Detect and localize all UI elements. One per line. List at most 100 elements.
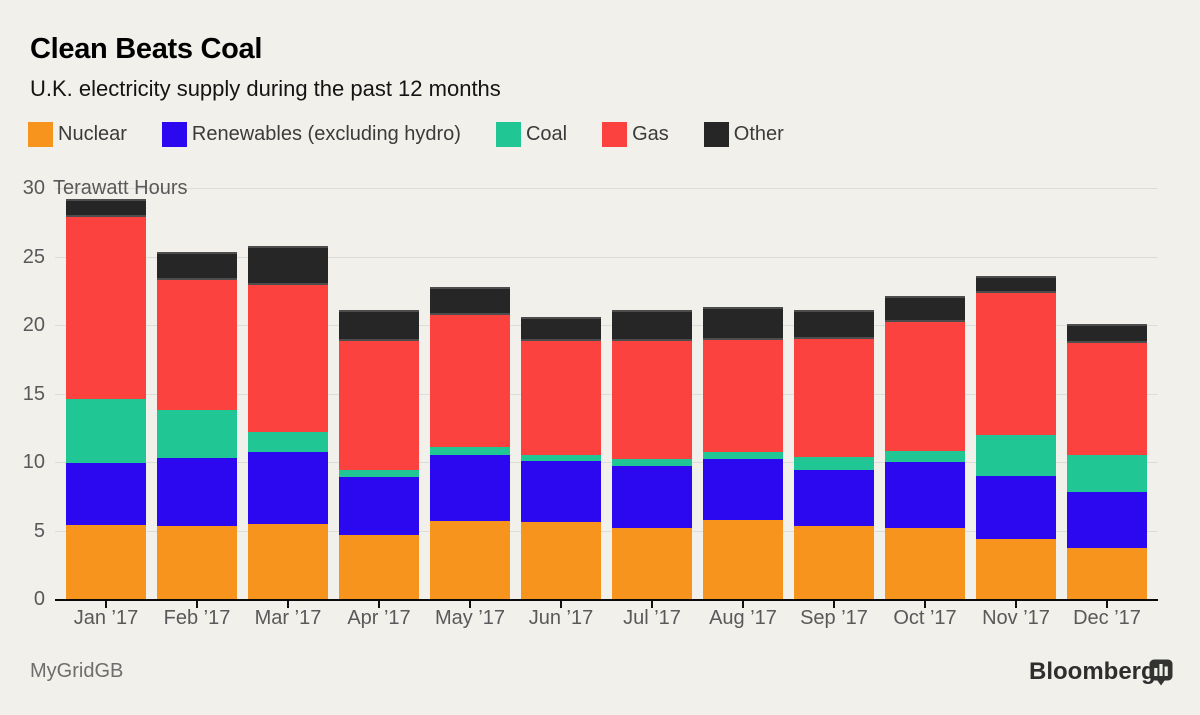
segment-renewables-excluding-hydro-5 (430, 455, 510, 521)
y-axis-label-15: 15 (22, 382, 45, 405)
x-axis-label-3: Mar ’17 (254, 607, 322, 629)
segment-renewables-excluding-hydro-3 (248, 452, 328, 524)
x-axis-line (55, 599, 1158, 601)
segment-renewables-excluding-hydro-11 (976, 475, 1056, 539)
segment-gas-4 (339, 341, 419, 471)
brand-wordmark: Bloomberg (1029, 658, 1156, 685)
segment-other-5 (430, 286, 510, 316)
x-axis-label-9: Sep ’17 (800, 607, 868, 629)
segment-renewables-excluding-hydro-1 (66, 463, 146, 525)
segment-nuclear-9 (794, 526, 874, 599)
legend-label-gas: Gas (632, 123, 669, 145)
x-axis-label-10: Oct ’17 (893, 607, 957, 629)
legend-label-nuclear: Nuclear (58, 123, 127, 145)
segment-nuclear-7 (612, 527, 692, 599)
segment-gas-2 (157, 279, 237, 410)
segment-other-7 (612, 309, 692, 342)
gridline-15 (55, 393, 1158, 395)
segment-nuclear-2 (157, 526, 237, 599)
bloomberg-chart-bubble-icon (1149, 659, 1173, 686)
legend-swatch-gas (602, 122, 628, 147)
legend-label-renewables-excluding-hydro: Renewables (excluding hydro) (191, 123, 461, 145)
segment-renewables-excluding-hydro-7 (612, 466, 692, 528)
legend-item-gas: Gas (602, 122, 669, 147)
legend-item-other: Other (703, 122, 784, 147)
segment-other-1 (66, 198, 146, 217)
segment-nuclear-5 (430, 520, 510, 599)
segment-nuclear-10 (885, 527, 965, 599)
segment-nuclear-3 (248, 523, 328, 599)
segment-renewables-excluding-hydro-12 (1067, 492, 1147, 549)
y-axis-label-5: 5 (33, 519, 45, 542)
segment-coal-11 (976, 434, 1056, 476)
x-axis-tick-4 (378, 601, 380, 608)
segment-gas-3 (248, 285, 328, 432)
y-axis-label-10: 10 (22, 451, 45, 473)
gridline-10 (55, 462, 1158, 463)
y-axis-label-30: 30 (22, 177, 45, 199)
segment-nuclear-8 (703, 519, 783, 599)
legend-item-renewables-excluding-hydro: Renewables (excluding hydro) (161, 122, 461, 147)
legend-item-nuclear: Nuclear (28, 122, 127, 147)
y-axis-label-0: 0 (33, 588, 45, 610)
legend-swatch-nuclear (28, 122, 53, 147)
segment-renewables-excluding-hydro-9 (794, 470, 874, 527)
segment-nuclear-12 (1067, 548, 1147, 599)
x-axis-label-6: Jun ’17 (528, 607, 594, 629)
segment-coal-9 (794, 456, 874, 471)
segment-coal-3 (248, 431, 328, 453)
x-axis-label-7: Jul ’17 (623, 607, 681, 629)
segment-nuclear-6 (521, 522, 601, 599)
segment-gas-10 (885, 322, 965, 452)
segment-coal-12 (1067, 455, 1147, 493)
x-axis-label-11: Nov ’17 (982, 607, 1050, 629)
x-axis-tick-5 (469, 601, 471, 608)
segment-other-10 (885, 296, 965, 323)
legend-swatch-coal (495, 122, 521, 147)
legend-label-coal: Coal (525, 123, 568, 145)
x-axis-tick-10 (924, 601, 926, 608)
segment-other-3 (248, 245, 328, 286)
x-axis-tick-7 (651, 601, 653, 608)
segment-gas-11 (976, 293, 1056, 435)
segment-gas-8 (703, 340, 783, 453)
x-axis-tick-12 (1106, 601, 1108, 608)
gridline-25 (55, 256, 1158, 258)
page-subtitle: U.K. electricity supply during the past … (30, 76, 501, 101)
gridline-20 (55, 325, 1158, 326)
segment-other-11 (976, 275, 1056, 294)
segment-nuclear-1 (66, 525, 146, 599)
segment-coal-10 (885, 451, 965, 462)
segment-coal-2 (157, 409, 237, 458)
x-axis-label-1: Jan ’17 (73, 607, 139, 629)
segment-nuclear-4 (339, 534, 419, 599)
segment-coal-7 (612, 459, 692, 467)
segment-gas-5 (430, 315, 510, 447)
segment-coal-5 (430, 446, 510, 456)
segment-gas-9 (794, 338, 874, 457)
segment-other-12 (1067, 323, 1147, 343)
gridline-5 (55, 530, 1158, 532)
segment-renewables-excluding-hydro-2 (157, 457, 237, 527)
segment-other-9 (794, 309, 874, 339)
segment-coal-8 (703, 452, 783, 460)
x-axis-tick-6 (560, 601, 562, 608)
x-axis-tick-11 (1015, 601, 1017, 608)
x-axis-label-5: May ’17 (434, 607, 506, 629)
segment-renewables-excluding-hydro-10 (885, 462, 965, 528)
legend-item-coal: Coal (495, 122, 568, 147)
y-axis-label-20: 20 (22, 314, 45, 336)
segment-other-4 (339, 309, 419, 342)
x-axis-label-12: Dec ’17 (1073, 607, 1141, 629)
segment-coal-6 (521, 455, 601, 461)
x-axis-label-8: Aug ’17 (709, 607, 777, 629)
page-title: Clean Beats Coal (30, 33, 263, 65)
segment-gas-12 (1067, 342, 1147, 456)
legend-swatch-renewables-excluding-hydro (161, 122, 187, 147)
legend-label-other: Other (733, 123, 784, 145)
source-credit: MyGridGB (30, 660, 124, 682)
segment-gas-7 (612, 341, 692, 460)
segment-gas-1 (66, 216, 146, 399)
segment-coal-4 (339, 470, 419, 478)
